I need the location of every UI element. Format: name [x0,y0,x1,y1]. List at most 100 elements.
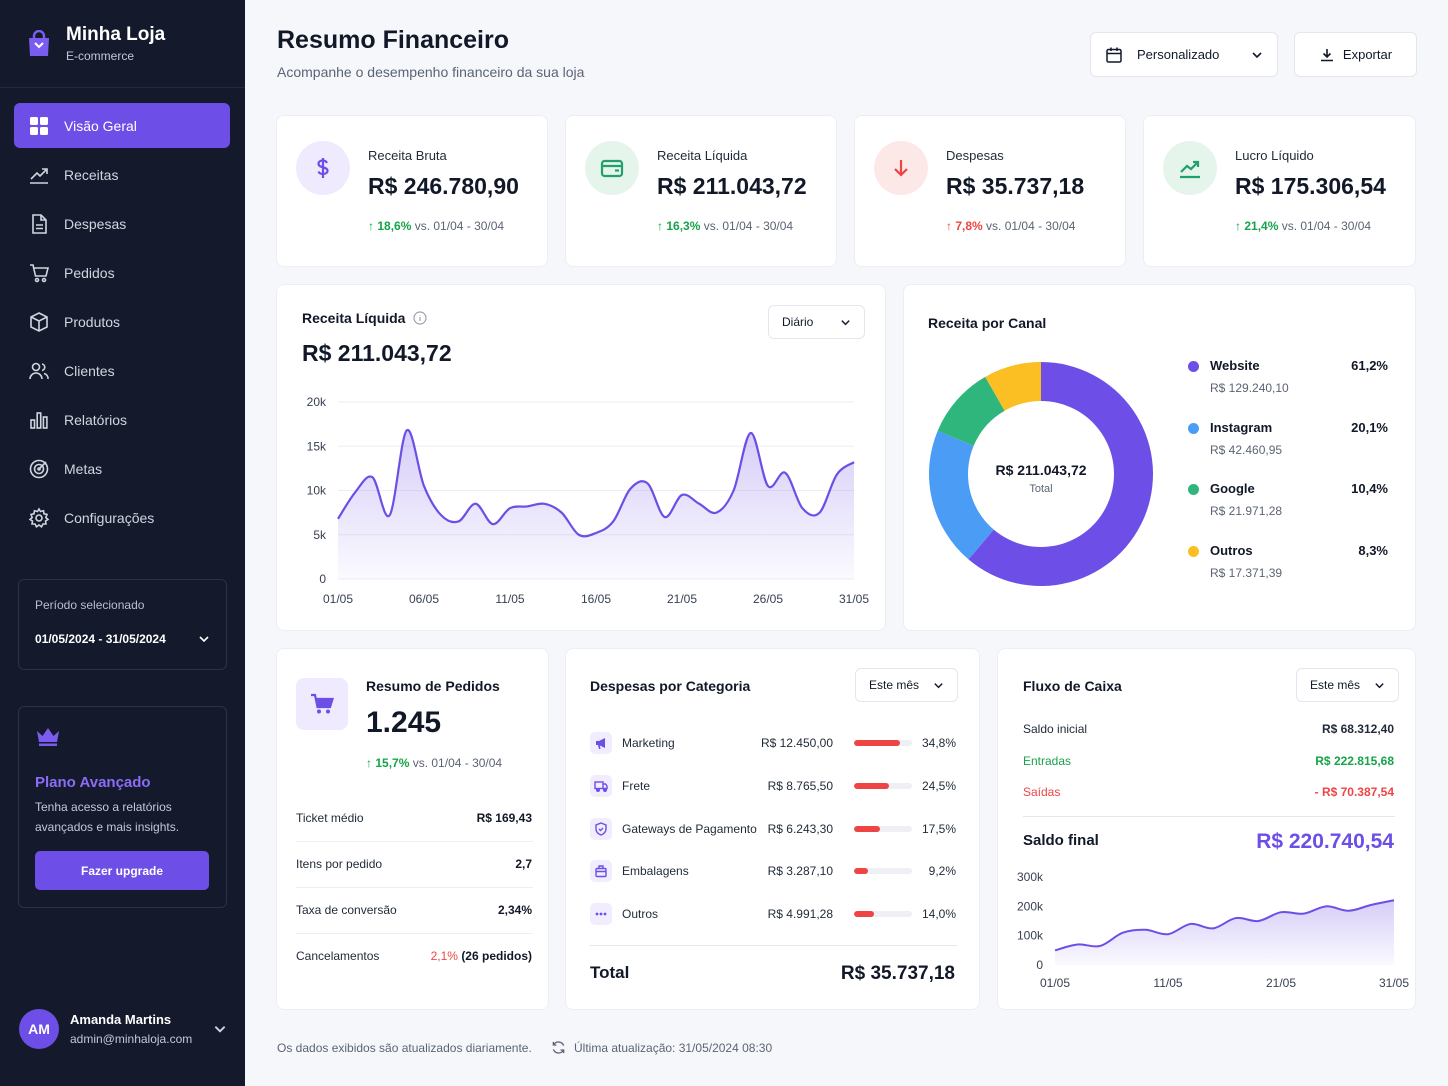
kpi-card-lucro-liquido: Lucro Líquido R$ 175.306,54 ↑ 21,4% vs. … [1143,115,1416,267]
expense-row-gateways[interactable]: Gateways de Pagamento R$ 6.243,30 17,5% [590,818,956,846]
cart-icon [30,263,50,282]
revenue-area-chart: 0 5k 10k 15k 20k 01/05 06/05 11/05 16/05 21/05 26/… [307,395,870,606]
expense-bar [854,826,912,832]
expense-amount: R$ 8.765,50 [767,779,833,793]
legend-percentage: 61,2% [1351,358,1388,373]
orders-cancel-pct: 2,1% [430,949,458,963]
y-tick-label: 0 [1036,958,1043,972]
sidebar-item-visao-geral[interactable]: Visão Geral [14,103,230,148]
sidebar-item-pedidos[interactable]: Pedidos [14,250,230,295]
y-tick-label: 5k [313,528,327,542]
expense-bar-fill [854,740,901,746]
cashflow-period-select[interactable]: Este mês [1296,668,1399,702]
expense-row-embalagens[interactable]: Embalagens R$ 3.287,10 9,2% [590,860,956,888]
legend-dot [1188,423,1199,434]
sidebar-item-label: Visão Geral [64,117,137,134]
arrow-up-icon: ↑ [366,756,372,770]
y-tick-label: 100k [1017,929,1044,943]
info-icon[interactable] [413,311,428,325]
expense-row-marketing[interactable]: Marketing R$ 12.450,00 34,8% [590,732,956,760]
cart-icon [296,678,348,730]
cashflow-final-label: Saldo final [1023,832,1099,849]
revenue-granularity-select[interactable]: Diário [768,305,865,339]
kpi-card-receita-liquida: Receita Líquida R$ 211.043,72 ↑ 16,3% vs… [565,115,837,267]
arrow-up-icon: ↑ [657,219,663,233]
revenue-chart-header: Receita Líquida [302,310,428,326]
kpi-compare: vs. 01/04 - 30/04 [1281,219,1372,233]
crown-icon [37,728,59,746]
x-tick-label: 01/05 [323,592,353,606]
kpi-label: Lucro Líquido [1235,148,1314,163]
kpi-delta: ↑ 16,3% vs. 01/04 - 30/04 [657,219,793,233]
trend-up-icon [1163,141,1217,195]
chevron-down-icon [214,1026,226,1033]
kpi-compare: vs. 01/04 - 30/04 [703,219,794,233]
kpi-value: R$ 211.043,72 [657,173,807,199]
expenses-period-select[interactable]: Este mês [855,668,958,702]
kpi-value: R$ 35.737,18 [946,173,1085,199]
expense-row-frete[interactable]: Frete R$ 8.765,50 24,5% [590,775,956,803]
x-tick-label: 26/05 [753,592,783,606]
orders-delta-value: 15,7% [375,756,410,770]
cashflow-row-label: Saldo inicial [1023,722,1088,736]
y-tick-label: 200k [1017,899,1044,913]
users-icon [29,362,49,379]
export-label: Exportar [1342,47,1393,62]
cashflow-final-value: R$ 220.740,54 [1256,830,1394,853]
donut-center-value: R$ 211.043,72 [995,462,1087,478]
dots-icon [590,903,612,925]
sidebar-item-relatorios[interactable]: Relatórios [14,397,230,442]
truck-icon [590,775,612,797]
expenses-total-value: R$ 35.737,18 [840,963,955,984]
series-line [1054,899,1395,952]
user-menu[interactable]: AM Amanda Martins admin@minhaloja.com [19,1009,227,1049]
sidebar-item-configuracoes[interactable]: Configurações [14,495,230,540]
expenses-total-label: Total [590,963,630,982]
upgrade-button[interactable]: Fazer upgrade [35,851,209,890]
sidebar-nav: Visão Geral Receitas Despesas Pedidos Pr… [14,103,230,544]
x-tick-label: 21/05 [667,592,697,606]
divider [590,945,957,946]
area-fill [1055,900,1394,965]
sidebar-item-produtos[interactable]: Produtos [14,299,230,344]
sidebar-item-despesas[interactable]: Despesas [14,201,230,246]
legend-label: Instagram [1210,420,1273,435]
sidebar-item-metas[interactable]: Metas [14,446,230,491]
user-email: admin@minhaloja.com [70,1032,193,1046]
divider [1023,816,1395,817]
gear-icon [28,506,50,528]
expense-bar-fill [854,911,875,917]
brand-name: Minha Loja [66,24,166,45]
export-button[interactable]: Exportar [1294,32,1417,77]
legend-dot [1188,361,1199,372]
kpi-delta: ↑ 7,8% vs. 01/04 - 30/04 [946,219,1075,233]
divider [296,887,533,888]
expense-amount: R$ 4.991,28 [767,907,833,921]
legend-label: Website [1210,358,1260,373]
sidebar-item-clientes[interactable]: Clientes [14,348,230,393]
kpi-compare: vs. 01/04 - 30/04 [414,219,505,233]
orders-compare: vs. 01/04 - 30/04 [412,756,503,770]
expense-row-outros[interactable]: Outros R$ 4.991,28 14,0% [590,903,956,931]
avatar: AM [19,1009,59,1049]
expense-bar-fill [854,826,881,832]
y-tick-label: 0 [319,572,326,586]
x-tick-label: 11/05 [495,592,524,606]
y-tick-label: 20k [307,395,327,409]
period-dropdown[interactable]: 01/05/2024 - 31/05/2024 [35,632,210,646]
orders-cancel-count: (26 pedidos) [461,949,532,963]
donut-slice-website [968,362,1153,586]
expense-bar [854,740,912,746]
legend-percentage: 20,1% [1351,420,1388,435]
kpi-value: R$ 246.780,90 [368,173,519,199]
legend-dot [1188,546,1199,557]
donut-slice-outros [985,362,1041,411]
sidebar-item-receitas[interactable]: Receitas [14,152,230,197]
refresh-icon[interactable] [551,1040,566,1055]
sidebar-item-label: Relatórios [64,411,128,428]
date-range-select[interactable]: Personalizado [1090,32,1278,77]
area-fill [338,429,854,579]
chevron-down-icon [199,636,209,643]
brand[interactable]: Minha Loja E-commerce [0,0,245,88]
sidebar-item-label: Metas [64,460,103,477]
